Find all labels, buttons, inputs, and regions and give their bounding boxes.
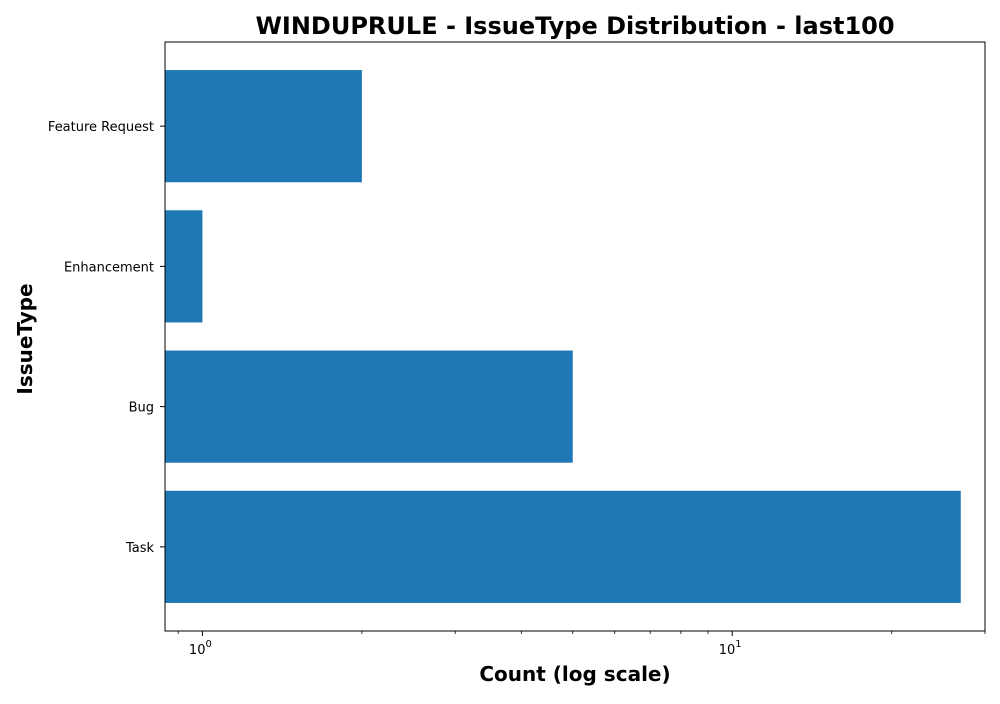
bar-feature-request [165, 70, 362, 183]
y-tick-label-task: Task [125, 541, 155, 556]
bar-enhancement [165, 210, 203, 323]
x-tick-label: 100 [189, 639, 212, 658]
y-axis-label: IssueType [13, 283, 37, 394]
bar-bug [165, 350, 573, 463]
bars-layer [165, 70, 961, 603]
x-axis-label: Count (log scale) [479, 662, 670, 686]
plot-frame [164, 41, 986, 632]
y-tick-label-feature-request: Feature Request [48, 120, 154, 135]
bar-task [165, 490, 961, 603]
chart-title: WINDUPRULE - IssueType Distribution - la… [255, 12, 894, 40]
y-tick-label-bug: Bug [129, 401, 154, 416]
x-tick-label: 101 [719, 639, 742, 658]
y-axis-ticks: Task Bug Enhancement Feature Request [48, 120, 165, 556]
x-axis-ticks: 100 101 [177, 631, 986, 658]
y-tick-label-enhancement: Enhancement [64, 260, 154, 275]
